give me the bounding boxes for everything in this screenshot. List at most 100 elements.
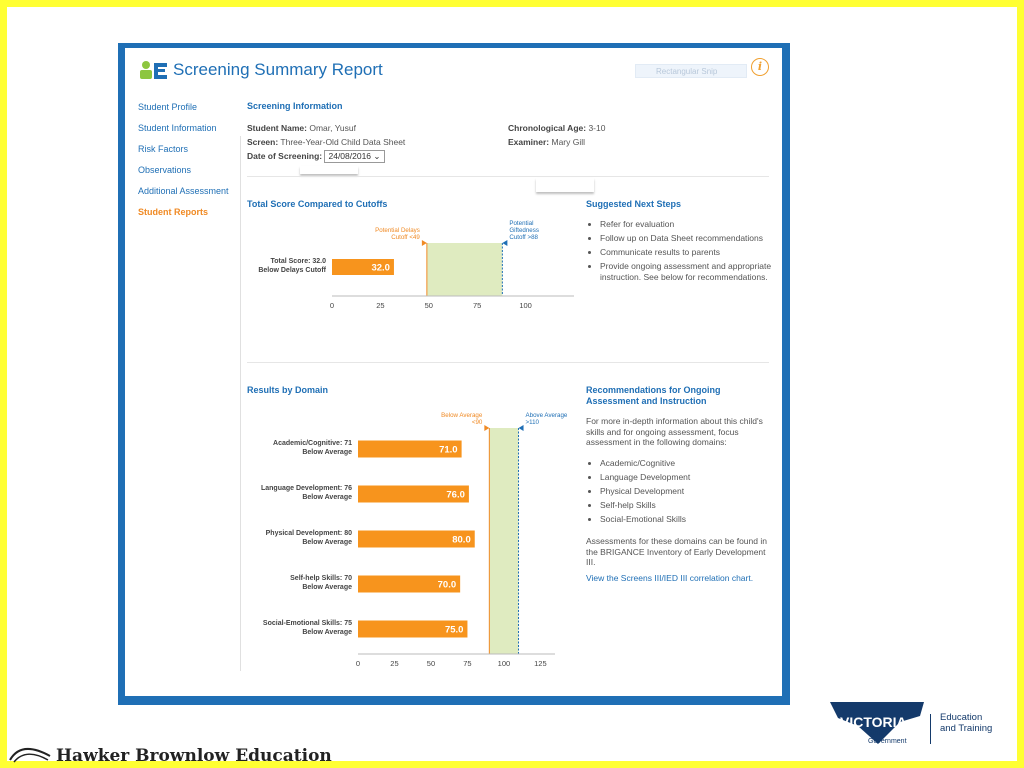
correlation-chart-link[interactable]: View the Screens III/IED III correlation… bbox=[586, 573, 754, 583]
sidebar-item-student-information[interactable]: Student Information bbox=[138, 123, 217, 133]
x-tick-label: 0 bbox=[356, 659, 360, 668]
victoria-government-logo: VICTORIA State Government Education and … bbox=[828, 698, 1008, 750]
examiner-value: Mary Gill bbox=[551, 137, 586, 147]
list-item: Self-help Skills bbox=[600, 500, 786, 511]
category-label: Social-Emotional Skills: 75 bbox=[263, 620, 352, 627]
x-tick-label: 50 bbox=[425, 301, 433, 310]
bar bbox=[358, 620, 468, 638]
cutoff-label: Below Average bbox=[441, 412, 483, 419]
report-summary-icon bbox=[140, 61, 167, 79]
examiner-row: Examiner: Mary Gill bbox=[508, 137, 585, 147]
age-value: 3-10 bbox=[588, 123, 606, 133]
sidebar-item-additional-assessment[interactable]: Additional Assessment bbox=[138, 186, 229, 196]
x-tick-label: 125 bbox=[534, 659, 547, 668]
recommendations-heading-line1: Recommendations for Ongoing bbox=[586, 385, 721, 395]
edu-line1: Education bbox=[940, 712, 983, 723]
bar bbox=[358, 440, 462, 458]
category-label: Academic/Cognitive: 71 bbox=[273, 440, 352, 447]
sidebar-divider bbox=[240, 136, 241, 671]
bar bbox=[332, 259, 394, 275]
cutoff-marker-icon bbox=[484, 425, 490, 431]
bar-value-label: 32.0 bbox=[371, 263, 390, 274]
category-label: Physical Development: 80 bbox=[266, 530, 352, 537]
student-name-value: Omar, Yusuf bbox=[309, 123, 356, 133]
screen-value: Three-Year-Old Child Data Sheet bbox=[280, 137, 406, 147]
date-label: Date of Screening: bbox=[247, 150, 323, 161]
victoria-shape-icon bbox=[830, 702, 924, 744]
list-item: Provide ongoing assessment and appropria… bbox=[600, 261, 786, 283]
recommendations-heading: Recommendations for Ongoing Assessment a… bbox=[586, 385, 721, 406]
category-label: Language Development: 76 bbox=[261, 485, 352, 492]
next-steps-list: Refer for evaluation Follow up on Data S… bbox=[586, 219, 786, 286]
category-label: Below Delays Cutoff bbox=[258, 267, 326, 274]
list-item: Language Development bbox=[600, 472, 786, 483]
x-tick-label: 0 bbox=[330, 301, 334, 310]
category-label: Total Score: 32.0 bbox=[270, 258, 326, 265]
x-tick-label: 100 bbox=[498, 659, 511, 668]
student-name-label: Student Name: bbox=[247, 123, 307, 133]
x-tick-label: 75 bbox=[473, 301, 481, 310]
list-item: Physical Development bbox=[600, 486, 786, 497]
x-tick-label: 75 bbox=[463, 659, 471, 668]
cutoff-band bbox=[489, 428, 519, 654]
sidebar-nav: Student Profile Student Information Risk… bbox=[138, 101, 229, 227]
category-label: Below Average bbox=[302, 494, 352, 501]
snip-toolbar-input[interactable]: Rectangular Snip bbox=[635, 64, 747, 78]
publisher-logo-icon bbox=[9, 748, 51, 763]
total-score-heading: Total Score Compared to Cutoffs bbox=[247, 199, 388, 209]
cutoff-marker-icon bbox=[421, 240, 427, 246]
page-title: Screening Summary Report bbox=[173, 60, 383, 79]
bar-value-label: 70.0 bbox=[438, 580, 457, 591]
x-tick-label: 25 bbox=[376, 301, 384, 310]
bar bbox=[358, 485, 469, 503]
list-item: Refer for evaluation bbox=[600, 219, 786, 230]
victoria-wordmark: VICTORIA bbox=[840, 714, 907, 730]
cutoff-label: Cutoff >88 bbox=[509, 234, 538, 241]
cutoff-label: >110 bbox=[526, 419, 540, 426]
x-tick-label: 50 bbox=[427, 659, 435, 668]
cutoff-label: Potential Delays bbox=[375, 227, 420, 234]
bar bbox=[358, 530, 475, 548]
category-label: Below Average bbox=[302, 449, 352, 456]
screening-info-heading: Screening Information bbox=[247, 101, 343, 111]
sidebar-item-risk-factors[interactable]: Risk Factors bbox=[138, 144, 189, 154]
cutoff-label: Potential bbox=[509, 220, 533, 227]
sidebar-item-student-reports[interactable]: Student Reports bbox=[138, 207, 209, 217]
bar-value-label: 71.0 bbox=[439, 445, 458, 456]
x-tick-label: 25 bbox=[390, 659, 398, 668]
results-by-domain-heading: Results by Domain bbox=[247, 385, 329, 395]
list-item: Communicate results to parents bbox=[600, 247, 786, 258]
category-label: Below Average bbox=[302, 584, 352, 591]
date-dropdown-popup bbox=[300, 166, 358, 174]
cutoff-label: Giftedness bbox=[509, 227, 539, 234]
section-divider bbox=[247, 362, 769, 363]
date-value: 24/08/2016 bbox=[328, 151, 372, 161]
recommendations-note: Assessments for these domains can be fou… bbox=[586, 536, 767, 567]
age-row: Chronological Age: 3-10 bbox=[508, 123, 605, 133]
date-select[interactable]: 24/08/2016 ⌄ bbox=[324, 150, 385, 163]
cutoff-label: Above Average bbox=[526, 412, 568, 419]
victoria-sub-line2: Government bbox=[868, 738, 907, 745]
info-icon[interactable]: i bbox=[751, 58, 769, 76]
cutoff-label: <90 bbox=[472, 419, 483, 426]
next-steps-heading: Suggested Next Steps bbox=[586, 199, 682, 209]
sidebar-item-student-profile[interactable]: Student Profile bbox=[138, 102, 198, 112]
recommendations-intro: For more in-depth information about this… bbox=[586, 416, 763, 447]
sidebar-item-observations[interactable]: Observations bbox=[138, 165, 192, 175]
list-item: Follow up on Data Sheet recommendations bbox=[600, 233, 786, 244]
date-row: Date of Screening: 24/08/2016 ⌄ bbox=[247, 150, 385, 163]
category-label: Self-help Skills: 70 bbox=[290, 575, 352, 582]
age-label: Chronological Age: bbox=[508, 123, 587, 133]
victoria-sub-line1: State bbox=[868, 730, 885, 737]
cutoff-band bbox=[426, 243, 503, 296]
screen-row: Screen: Three-Year-Old Child Data Sheet bbox=[247, 137, 405, 147]
logo-divider bbox=[930, 714, 931, 744]
recommendation-domain-list: Academic/Cognitive Language Development … bbox=[586, 458, 786, 528]
recommendations-heading-line2: Assessment and Instruction bbox=[586, 395, 707, 406]
screen-label: Screen: bbox=[247, 137, 279, 147]
snip-popup bbox=[536, 178, 594, 192]
bar-value-label: 80.0 bbox=[452, 535, 471, 546]
victoria-sub: State Government bbox=[868, 730, 907, 746]
list-item: Social-Emotional Skills bbox=[600, 514, 786, 525]
